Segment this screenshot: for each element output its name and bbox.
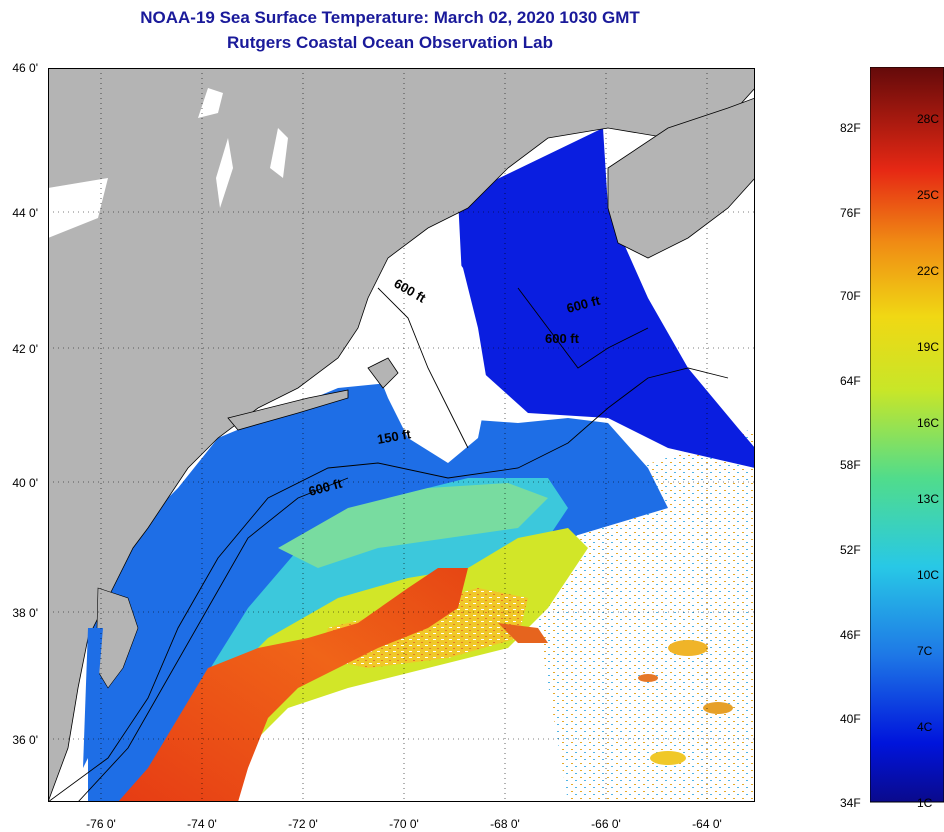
inland-snow-patches [48,88,288,238]
contour-label-150: 150 ft [376,426,413,447]
colorbar-gradient [870,67,944,803]
lon-label-70: -70 0' [389,817,419,831]
colorbar-c-22: 22C [917,264,940,278]
lat-label-36: 36 0' [12,733,38,747]
lat-label-40: 40 0' [12,476,38,490]
sst-map[interactable]: 600 ft 600 ft 600 ft 150 ft 600 ft [48,68,755,802]
slope-water-eddy [278,483,548,568]
lon-label-74: -74 0' [187,817,217,831]
lat-label-44: 44 0' [12,206,38,220]
bathymetry-contours [48,287,729,802]
lat-label-42: 42 0' [12,342,38,356]
colorbar-f-70: 70F [840,289,861,303]
land-cape-cod [367,357,399,389]
gulf-of-maine-cold-water [458,128,755,468]
slope-water [158,478,568,802]
colorbar-c-13: 13C [917,492,940,506]
gulf-stream [118,568,468,802]
map-frame [48,68,755,802]
colorbar-c-28: 28C [917,112,940,126]
colorbar-f-40: 40F [840,712,861,726]
chesapeake-bay [83,628,103,768]
colorbar-c-19: 19C [917,340,940,354]
map-subtitle: Rutgers Coastal Ocean Observation Lab [227,33,553,52]
lat-label-46: 46 0' [12,61,38,75]
colorbar-f-34: 34F [840,796,861,810]
lon-label-64: -64 0' [692,817,722,831]
colorbar-f-82: 82F [840,121,861,135]
colorbar-c-10: 10C [917,568,940,582]
colorbar-f-52: 52F [840,543,861,557]
land-mainland [48,68,755,802]
colorbar-c-25: 25C [917,188,940,202]
lon-label-76: -76 0' [86,817,116,831]
offshore-warm-patches [638,640,733,765]
colorbar-c-4: 4C [917,720,933,734]
colorbar-f-46: 46F [840,628,861,642]
land-nova-scotia [607,97,755,259]
map-title: NOAA-19 Sea Surface Temperature: March 0… [140,8,640,27]
colorbar-c-1: 1C [917,796,933,810]
lon-label-68: -68 0' [490,817,520,831]
lat-label-38: 38 0' [12,606,38,620]
contour-label-georges: 600 ft [545,331,580,346]
colorbar-c-7: 7C [917,644,933,658]
colorbar-f-58: 58F [840,458,861,472]
colorbar-f-76: 76F [840,206,861,220]
colorbar-c-16: 16C [917,416,940,430]
lon-label-66: -66 0' [591,817,621,831]
colorbar-f-64: 64F [840,374,861,388]
colorbar [870,67,944,803]
gulf-stream-filament [498,623,548,643]
land-long-island [227,389,349,431]
lon-label-72: -72 0' [288,817,318,831]
